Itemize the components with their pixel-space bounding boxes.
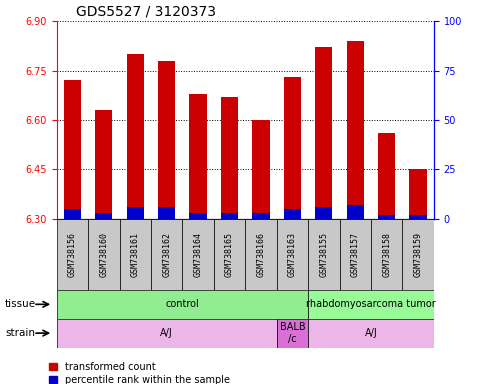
Bar [64, 209, 81, 219]
Bar [88, 219, 119, 290]
Bar [308, 290, 434, 319]
Bar [315, 48, 332, 219]
Bar [119, 219, 151, 290]
Bar [127, 54, 144, 219]
Text: BALB
/c: BALB /c [280, 322, 305, 344]
Bar [57, 290, 308, 319]
Bar [252, 120, 270, 219]
Bar [151, 219, 182, 290]
Bar [410, 169, 427, 219]
Bar [95, 213, 112, 219]
Bar [277, 319, 308, 348]
Text: GSM738163: GSM738163 [288, 232, 297, 277]
Text: GDS5527 / 3120373: GDS5527 / 3120373 [75, 5, 215, 18]
Text: GSM738155: GSM738155 [319, 232, 328, 277]
Text: GSM738157: GSM738157 [351, 232, 360, 277]
Bar [57, 319, 277, 348]
Text: tissue: tissue [5, 299, 36, 310]
Text: GSM738158: GSM738158 [382, 232, 391, 277]
Bar [284, 77, 301, 219]
Bar [158, 207, 176, 219]
Text: GSM738160: GSM738160 [99, 232, 108, 277]
Text: GSM738164: GSM738164 [194, 232, 203, 277]
Bar [277, 219, 308, 290]
Bar [95, 110, 112, 219]
Bar [127, 207, 144, 219]
Bar [221, 97, 238, 219]
Bar [308, 219, 340, 290]
Bar [189, 94, 207, 219]
Text: A/J: A/J [365, 328, 377, 338]
Bar [158, 61, 176, 219]
Bar [284, 209, 301, 219]
Bar [315, 207, 332, 219]
Bar [182, 219, 214, 290]
Bar [402, 219, 434, 290]
Text: GSM738156: GSM738156 [68, 232, 77, 277]
Text: GSM738165: GSM738165 [225, 232, 234, 277]
Legend: transformed count, percentile rank within the sample: transformed count, percentile rank withi… [49, 362, 230, 384]
Text: strain: strain [5, 328, 35, 338]
Bar [245, 219, 277, 290]
Bar [221, 213, 238, 219]
Text: GSM738166: GSM738166 [256, 232, 266, 277]
Bar [308, 319, 434, 348]
Text: A/J: A/J [160, 328, 173, 338]
Bar [378, 215, 395, 219]
Text: GSM738161: GSM738161 [131, 232, 140, 277]
Bar [410, 215, 427, 219]
Text: GSM738162: GSM738162 [162, 232, 171, 277]
Bar [371, 219, 402, 290]
Bar [214, 219, 246, 290]
Text: GSM738159: GSM738159 [414, 232, 423, 277]
Text: rhabdomyosarcoma tumor: rhabdomyosarcoma tumor [306, 299, 436, 310]
Bar [189, 213, 207, 219]
Bar [64, 81, 81, 219]
Bar [252, 213, 270, 219]
Bar [347, 205, 364, 219]
Bar [378, 133, 395, 219]
Text: control: control [166, 299, 199, 310]
Bar [57, 219, 88, 290]
Bar [340, 219, 371, 290]
Bar [347, 41, 364, 219]
